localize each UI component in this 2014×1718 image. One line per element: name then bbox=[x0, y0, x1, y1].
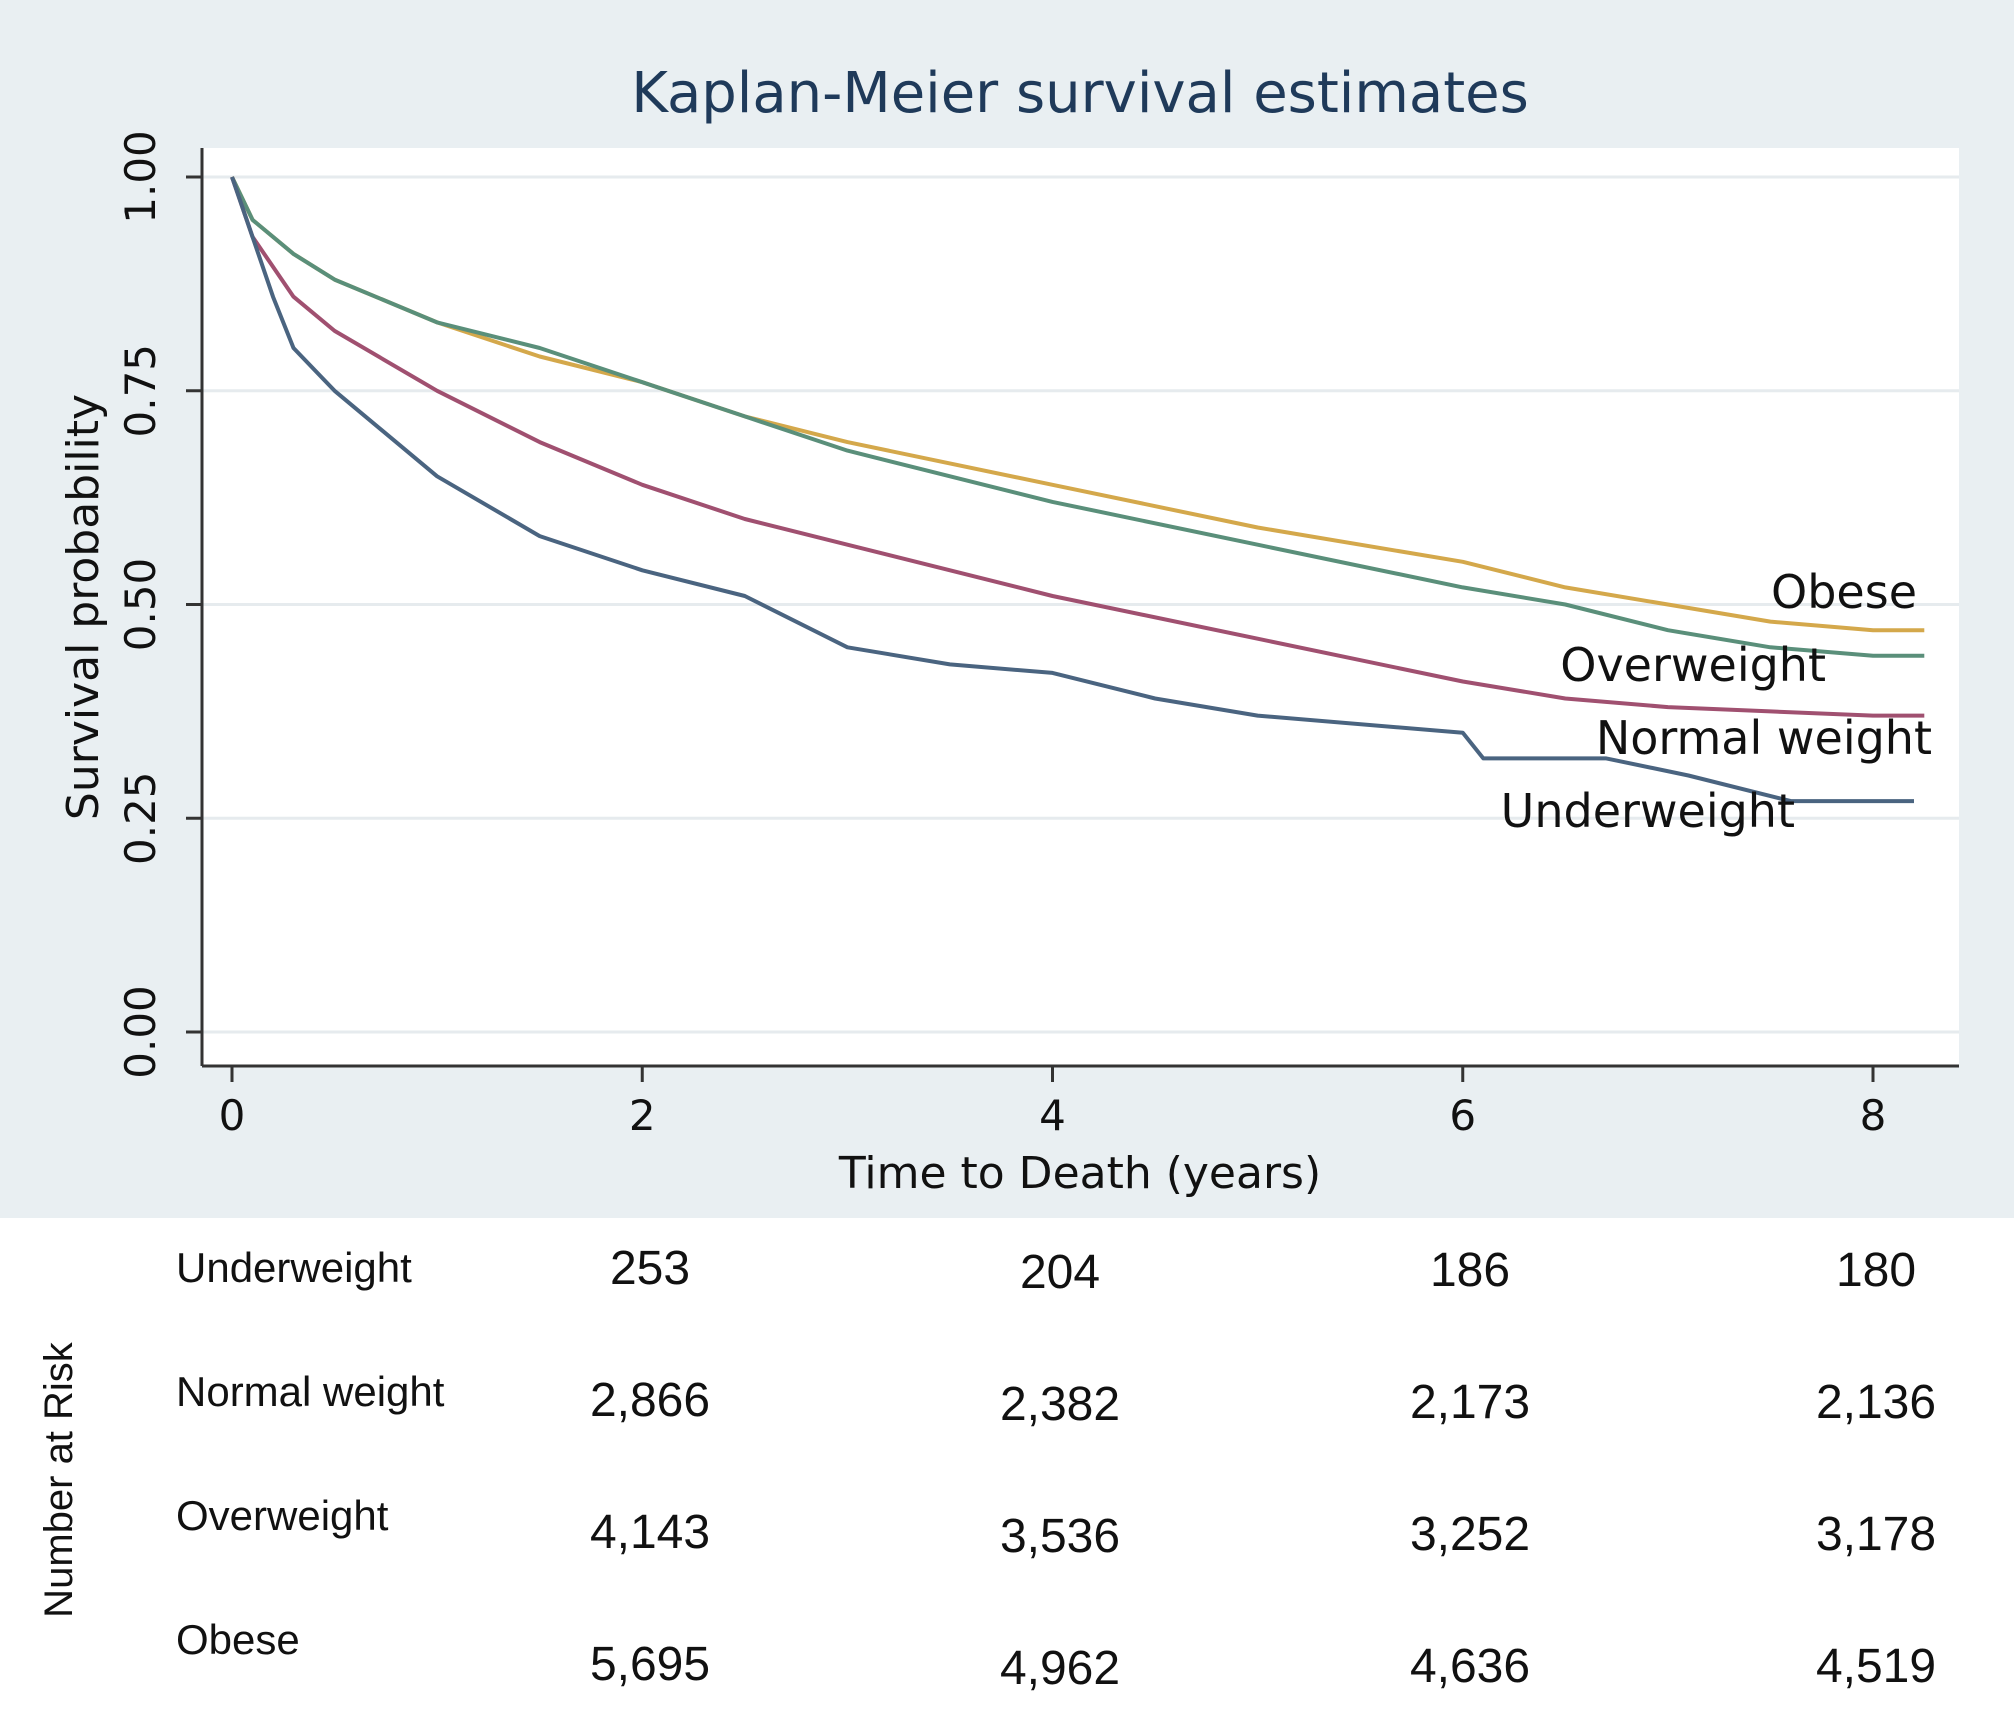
risk-value: 3,252 bbox=[1410, 1508, 1530, 1561]
y-axis-title: Survival probability bbox=[58, 394, 109, 820]
risk-value: 2,136 bbox=[1816, 1376, 1936, 1429]
series-line-overweight bbox=[230, 176, 1925, 658]
axes bbox=[200, 148, 1959, 1068]
risk-value: 4,962 bbox=[1000, 1642, 1120, 1695]
y-tick-label: 0.00 bbox=[116, 985, 165, 1079]
chart-title: Kaplan-Meier survival estimates bbox=[631, 61, 1529, 126]
risk-group-label: Obese bbox=[176, 1616, 300, 1663]
series-label-normal-weight: Normal weight bbox=[1596, 711, 1932, 765]
series-line-underweight bbox=[230, 176, 1914, 804]
risk-value: 253 bbox=[610, 1242, 690, 1295]
plot-area bbox=[202, 148, 1959, 1066]
risk-value: 4,519 bbox=[1816, 1640, 1936, 1693]
series-label-obese: Obese bbox=[1771, 565, 1917, 619]
risk-value: 3,536 bbox=[1000, 1510, 1120, 1563]
risk-value: 2,173 bbox=[1410, 1376, 1530, 1429]
risk-table-title: Number at Risk bbox=[37, 1341, 81, 1618]
survival-curves bbox=[230, 176, 1925, 804]
risk-value: 2,866 bbox=[590, 1374, 710, 1427]
series-line-normal-weight bbox=[230, 176, 1925, 718]
y-tick-label: 0.50 bbox=[116, 558, 165, 652]
y-tick-label: 1.00 bbox=[116, 130, 165, 224]
risk-value: 4,636 bbox=[1410, 1640, 1530, 1693]
risk-value: 3,178 bbox=[1816, 1508, 1936, 1561]
x-ticks: 0 2 4 6 8 bbox=[219, 1066, 1887, 1140]
risk-value: 2,382 bbox=[1000, 1378, 1120, 1431]
risk-group-label: Underweight bbox=[176, 1244, 412, 1291]
x-tick-label: 8 bbox=[1860, 1091, 1887, 1140]
x-tick-label: 6 bbox=[1449, 1091, 1476, 1140]
risk-value: 180 bbox=[1836, 1244, 1916, 1297]
x-tick-label: 4 bbox=[1039, 1091, 1066, 1140]
x-axis-title: Time to Death (years) bbox=[838, 1148, 1321, 1199]
x-tick-label: 0 bbox=[219, 1091, 246, 1140]
risk-value: 5,695 bbox=[590, 1638, 710, 1691]
risk-value: 186 bbox=[1430, 1244, 1510, 1297]
y-tick-label: 0.25 bbox=[116, 771, 165, 865]
series-label-underweight: Underweight bbox=[1501, 784, 1795, 838]
risk-value: 204 bbox=[1020, 1246, 1100, 1299]
risk-group-label: Normal weight bbox=[176, 1368, 445, 1415]
y-ticks: 0.00 0.25 0.50 0.75 1.00 bbox=[116, 130, 202, 1079]
series-label-overweight: Overweight bbox=[1560, 638, 1826, 692]
y-tick-label: 0.75 bbox=[116, 344, 165, 438]
risk-table: Underweight Normal weight Overweight Obe… bbox=[176, 1242, 1936, 1695]
risk-value: 4,143 bbox=[590, 1506, 710, 1559]
x-tick-label: 2 bbox=[629, 1091, 656, 1140]
risk-group-label: Overweight bbox=[176, 1492, 389, 1539]
